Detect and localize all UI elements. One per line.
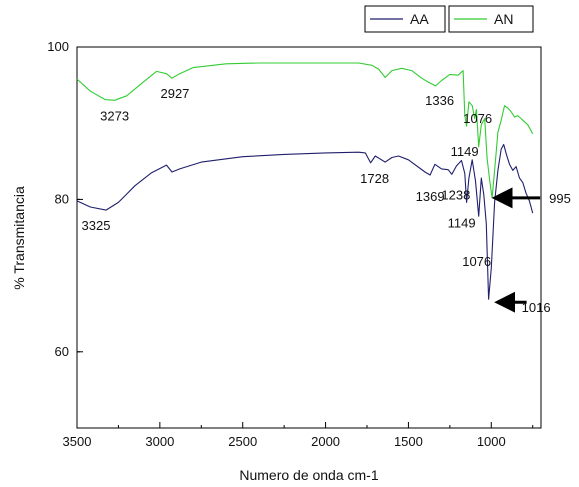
y-axis-title: % Transmitancia (11, 186, 27, 290)
peak-label-aa-1149: 1149 (448, 215, 476, 230)
peak-label-aa-3325: 3325 (82, 218, 111, 233)
x-tick-label: 1500 (394, 434, 423, 449)
x-tick-label: 3500 (63, 434, 92, 449)
x-axis: 3500 3000 2500 2000 1500 1000 (63, 422, 534, 449)
y-tick-label: 80 (55, 191, 69, 206)
x-axis-title: Numero de onda cm-1 (239, 467, 379, 483)
peak-label-an-3273: 3273 (100, 108, 129, 123)
peak-label-aa-1369: 1369 (416, 189, 445, 204)
peak-label-an-1076: 1076 (463, 111, 492, 126)
peak-label-an-1149: 1149 (451, 144, 479, 159)
legend-label-an: AN (494, 11, 513, 27)
peak-label-aa-1016: 1016 (522, 300, 551, 315)
peak-label-aa-1728: 1728 (360, 171, 389, 186)
y-axis: 100 80 60 (47, 39, 83, 359)
y-tick-label: 60 (55, 344, 69, 359)
x-tick-label: 1000 (477, 434, 506, 449)
plot-frame (76, 46, 542, 429)
peak-label-an-1336: 1336 (425, 93, 454, 108)
peak-label-an-2927: 2927 (160, 86, 189, 101)
legend-label-aa: AA (410, 11, 429, 27)
x-tick-label: 2000 (311, 434, 340, 449)
plot-area-border (76, 46, 542, 429)
legend: AA AN (364, 5, 534, 33)
peak-label-aa-1076: 1076 (462, 254, 491, 269)
legend-item-an: AN (448, 5, 534, 33)
series-line-aa (76, 143, 534, 300)
series-layer (76, 62, 534, 300)
legend-item-aa: AA (364, 5, 446, 33)
peak-label-an-995: 995 (549, 191, 571, 206)
peak-label-aa-1238: 1238 (441, 187, 470, 202)
x-tick-label: 2500 (228, 434, 257, 449)
y-tick-label: 100 (47, 39, 69, 54)
x-tick-label: 3000 (145, 434, 174, 449)
series-line-an (76, 62, 534, 199)
arrow-layer (491, 187, 541, 313)
